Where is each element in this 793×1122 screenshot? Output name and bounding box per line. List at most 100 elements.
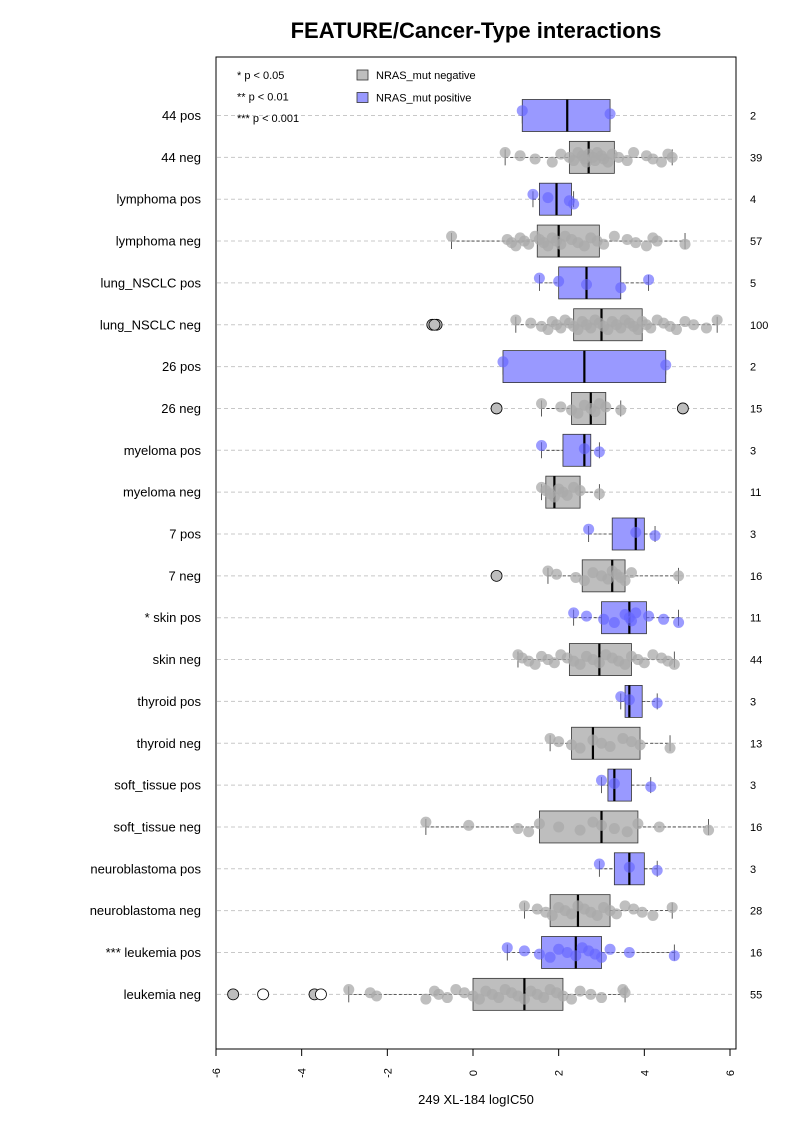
- data-point: [553, 275, 565, 287]
- data-point: [553, 736, 565, 748]
- data-point: [561, 489, 573, 501]
- grid-layer: [217, 115, 735, 995]
- data-point: [585, 988, 597, 1000]
- data-point: [574, 824, 586, 836]
- data-point: [553, 943, 565, 955]
- group-count: 4: [750, 194, 756, 206]
- data-point: [514, 150, 526, 162]
- data-point: [673, 617, 685, 628]
- data-point: [664, 742, 676, 754]
- group-label: thyroid neg: [137, 736, 201, 751]
- data-point: [593, 657, 605, 669]
- data-point: [688, 319, 700, 331]
- data-point: [533, 272, 545, 284]
- data-point: [604, 740, 616, 752]
- x-tick-label: 6: [725, 1070, 737, 1076]
- group-count: 16: [750, 571, 762, 583]
- group-label: skin neg: [153, 652, 201, 667]
- data-point: [617, 732, 629, 744]
- data-point: [583, 523, 595, 535]
- x-tick-label: 2: [554, 1070, 566, 1076]
- plot-frame: [215, 56, 737, 1050]
- group-label: thyroid pos: [137, 694, 201, 709]
- data-point: [473, 993, 485, 1005]
- data-point: [371, 990, 383, 1002]
- data-point: [608, 823, 620, 835]
- data-point: [516, 105, 528, 117]
- data-point: [518, 945, 530, 957]
- group-label: leukemia neg: [124, 987, 201, 1002]
- group-count: 44: [750, 655, 762, 667]
- data-point: [666, 901, 678, 913]
- group-count: 55: [750, 989, 762, 1001]
- group-count: 2: [750, 362, 756, 374]
- group-count: 3: [750, 780, 756, 792]
- data-point: [668, 658, 680, 670]
- x-tick-label: -4: [297, 1068, 309, 1078]
- data-point: [619, 900, 631, 912]
- data-point: [615, 282, 627, 294]
- data-point: [587, 567, 599, 579]
- data-point: [628, 147, 640, 159]
- data-point: [632, 818, 644, 830]
- data-point: [572, 407, 584, 419]
- data-point: [551, 568, 563, 580]
- data-point: [604, 108, 616, 120]
- data-point: [619, 987, 631, 999]
- data-point: [647, 649, 659, 661]
- data-point: [446, 230, 458, 242]
- data-point: [510, 314, 522, 326]
- data-point: [700, 322, 712, 334]
- data-point: [596, 951, 607, 963]
- group-label: neuroblastoma pos: [90, 861, 201, 876]
- data-point: [600, 401, 612, 413]
- data-point: [529, 658, 541, 670]
- data-point: [623, 694, 635, 706]
- data-point: [533, 818, 545, 830]
- group-label: 44 pos: [162, 108, 202, 123]
- data-point: [546, 156, 558, 168]
- x-axis-label: 249 XL-184 logIC50: [418, 1092, 534, 1107]
- data-point: [578, 575, 590, 587]
- data-point: [645, 781, 657, 793]
- data-point: [553, 821, 565, 833]
- data-point: [679, 238, 691, 250]
- data-point: [574, 658, 586, 670]
- group-count: 5: [750, 278, 756, 290]
- data-point: [608, 778, 620, 789]
- data-point: [512, 823, 524, 835]
- outlier-point: [315, 988, 327, 1001]
- data-point: [649, 530, 661, 542]
- data-point: [568, 198, 580, 210]
- group-label: myeloma neg: [123, 485, 201, 500]
- data-point: [670, 324, 682, 336]
- data-point: [557, 990, 569, 1002]
- data-point: [581, 610, 593, 622]
- data-point: [621, 826, 633, 838]
- data-point: [596, 774, 607, 786]
- data-point: [529, 153, 541, 165]
- data-point: [630, 526, 642, 538]
- data-point: [566, 908, 578, 920]
- data-point: [493, 992, 505, 1004]
- data-point: [647, 153, 659, 165]
- data-point: [608, 617, 620, 628]
- legend-swatch: [356, 69, 369, 81]
- group-label: 44 neg: [161, 150, 201, 165]
- data-point: [643, 274, 655, 286]
- data-point: [501, 942, 513, 954]
- point-layer: [227, 105, 723, 1005]
- outlier-point: [428, 318, 441, 331]
- group-count: 11: [750, 613, 761, 625]
- significance-legend-entry: ** p < 0.01: [237, 92, 289, 104]
- data-point: [420, 993, 432, 1005]
- data-point: [548, 657, 560, 669]
- data-point: [615, 404, 627, 416]
- data-point: [596, 737, 607, 749]
- data-point: [566, 993, 578, 1005]
- x-tick-label: 0: [468, 1070, 480, 1076]
- data-point: [608, 230, 620, 242]
- data-point: [666, 151, 678, 163]
- box-pos: [611, 517, 645, 551]
- data-point: [651, 864, 663, 876]
